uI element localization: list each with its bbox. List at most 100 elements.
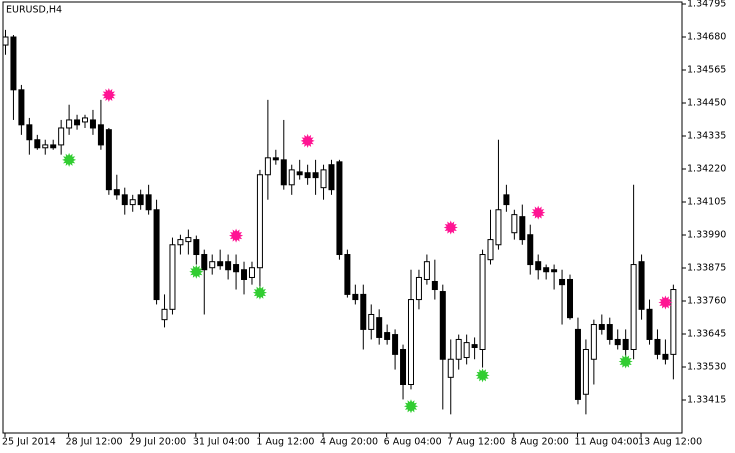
y-tick-label: 1.33760 <box>687 296 726 307</box>
candle-body <box>646 308 653 340</box>
candle-body <box>320 169 327 189</box>
candle-body <box>622 338 629 350</box>
candle-body <box>495 209 502 246</box>
candle-body <box>42 144 49 149</box>
x-tick-label: 25 Jul 2014 <box>2 437 56 448</box>
signal-marker <box>62 152 77 167</box>
candle-body <box>97 124 104 146</box>
candle-body <box>241 269 248 280</box>
signal-marker <box>189 264 204 279</box>
candle-body <box>201 254 208 271</box>
candle-body <box>344 254 351 295</box>
y-tick-label: 1.34450 <box>687 98 726 109</box>
candle-body <box>487 239 494 261</box>
y-tick-label: 1.34220 <box>687 164 726 175</box>
candle-body <box>217 261 224 267</box>
signal-marker <box>101 87 116 102</box>
candle-body <box>296 171 303 176</box>
candle-body <box>89 119 96 129</box>
candle-body <box>129 199 136 206</box>
candle-body <box>10 36 17 91</box>
y-tick-label: 1.33645 <box>687 329 726 340</box>
candle-body <box>519 216 526 241</box>
candle-body <box>400 348 407 386</box>
candle-body <box>439 291 446 360</box>
signal-marker <box>618 354 633 369</box>
candle-body <box>392 334 399 355</box>
candle-body <box>551 269 558 273</box>
candle-body <box>280 159 287 186</box>
candle-body <box>113 189 120 196</box>
candle-body <box>272 157 279 161</box>
candle-body <box>543 267 550 273</box>
signal-marker <box>658 295 673 310</box>
y-tick-label: 1.34565 <box>687 65 726 76</box>
candle-body <box>185 237 192 243</box>
candle-body <box>407 299 414 386</box>
candle-body <box>535 261 542 271</box>
x-tick-label: 28 Jul 12:00 <box>66 437 123 448</box>
candle-body <box>58 127 65 146</box>
candle-body <box>447 358 454 378</box>
candle-body <box>654 338 661 355</box>
candle-body <box>74 119 81 126</box>
candle-body <box>471 344 478 348</box>
candle-body <box>66 119 73 129</box>
y-tick-label: 1.33530 <box>687 362 726 373</box>
plot-frame <box>2 1 683 434</box>
y-tick-label: 1.34105 <box>687 197 726 208</box>
candle-body <box>153 209 160 301</box>
y-tick-label: 1.34680 <box>687 32 726 43</box>
candle-body <box>137 194 144 206</box>
candle-body <box>2 36 9 46</box>
signal-marker <box>252 285 267 300</box>
candle-body <box>511 214 518 234</box>
y-tick-label: 1.33875 <box>687 263 726 274</box>
candle-body <box>559 278 566 286</box>
signal-marker <box>300 133 315 148</box>
candle-body <box>567 278 574 319</box>
candle-body <box>288 169 295 186</box>
candle-body <box>360 293 367 330</box>
candle-body <box>503 194 510 206</box>
candle-body <box>582 348 589 395</box>
candle-body <box>455 338 462 360</box>
candle-body <box>606 324 613 340</box>
x-tick-label: 6 Aug 04:00 <box>384 437 442 448</box>
x-tick-label: 11 Aug 04:00 <box>574 437 638 448</box>
signal-marker <box>443 220 458 235</box>
candle-body <box>415 276 422 301</box>
candle-body <box>352 293 359 301</box>
candle-body <box>670 289 677 355</box>
candle-body <box>121 194 128 206</box>
candle-body <box>590 324 597 360</box>
candle-body <box>630 264 637 350</box>
candle-body <box>312 172 319 179</box>
candle-body <box>614 338 621 346</box>
candle-body <box>423 261 430 280</box>
candle-body <box>574 328 581 400</box>
candle-body <box>161 308 168 321</box>
candle-body <box>105 129 112 191</box>
signal-marker <box>475 368 490 383</box>
candle-body <box>82 117 89 123</box>
candle-body <box>233 264 240 273</box>
x-tick-label: 8 Aug 20:00 <box>511 437 569 448</box>
chart-title: EURUSD,H4 <box>6 5 62 16</box>
x-tick-label: 29 Jul 20:00 <box>129 437 186 448</box>
x-tick-label: 4 Aug 20:00 <box>320 437 378 448</box>
candle-body <box>431 280 438 291</box>
x-tick-label: 31 Jul 04:00 <box>193 437 250 448</box>
candle-body <box>225 261 232 271</box>
candle-body <box>248 267 255 278</box>
y-tick-label: 1.34795 <box>687 0 726 10</box>
candle-body <box>34 139 41 149</box>
candle-body <box>18 89 25 126</box>
candle-body <box>177 239 184 246</box>
signal-marker <box>531 205 546 220</box>
signal-marker <box>403 399 418 414</box>
x-tick-label: 7 Aug 12:00 <box>447 437 505 448</box>
candle-body <box>638 261 645 310</box>
